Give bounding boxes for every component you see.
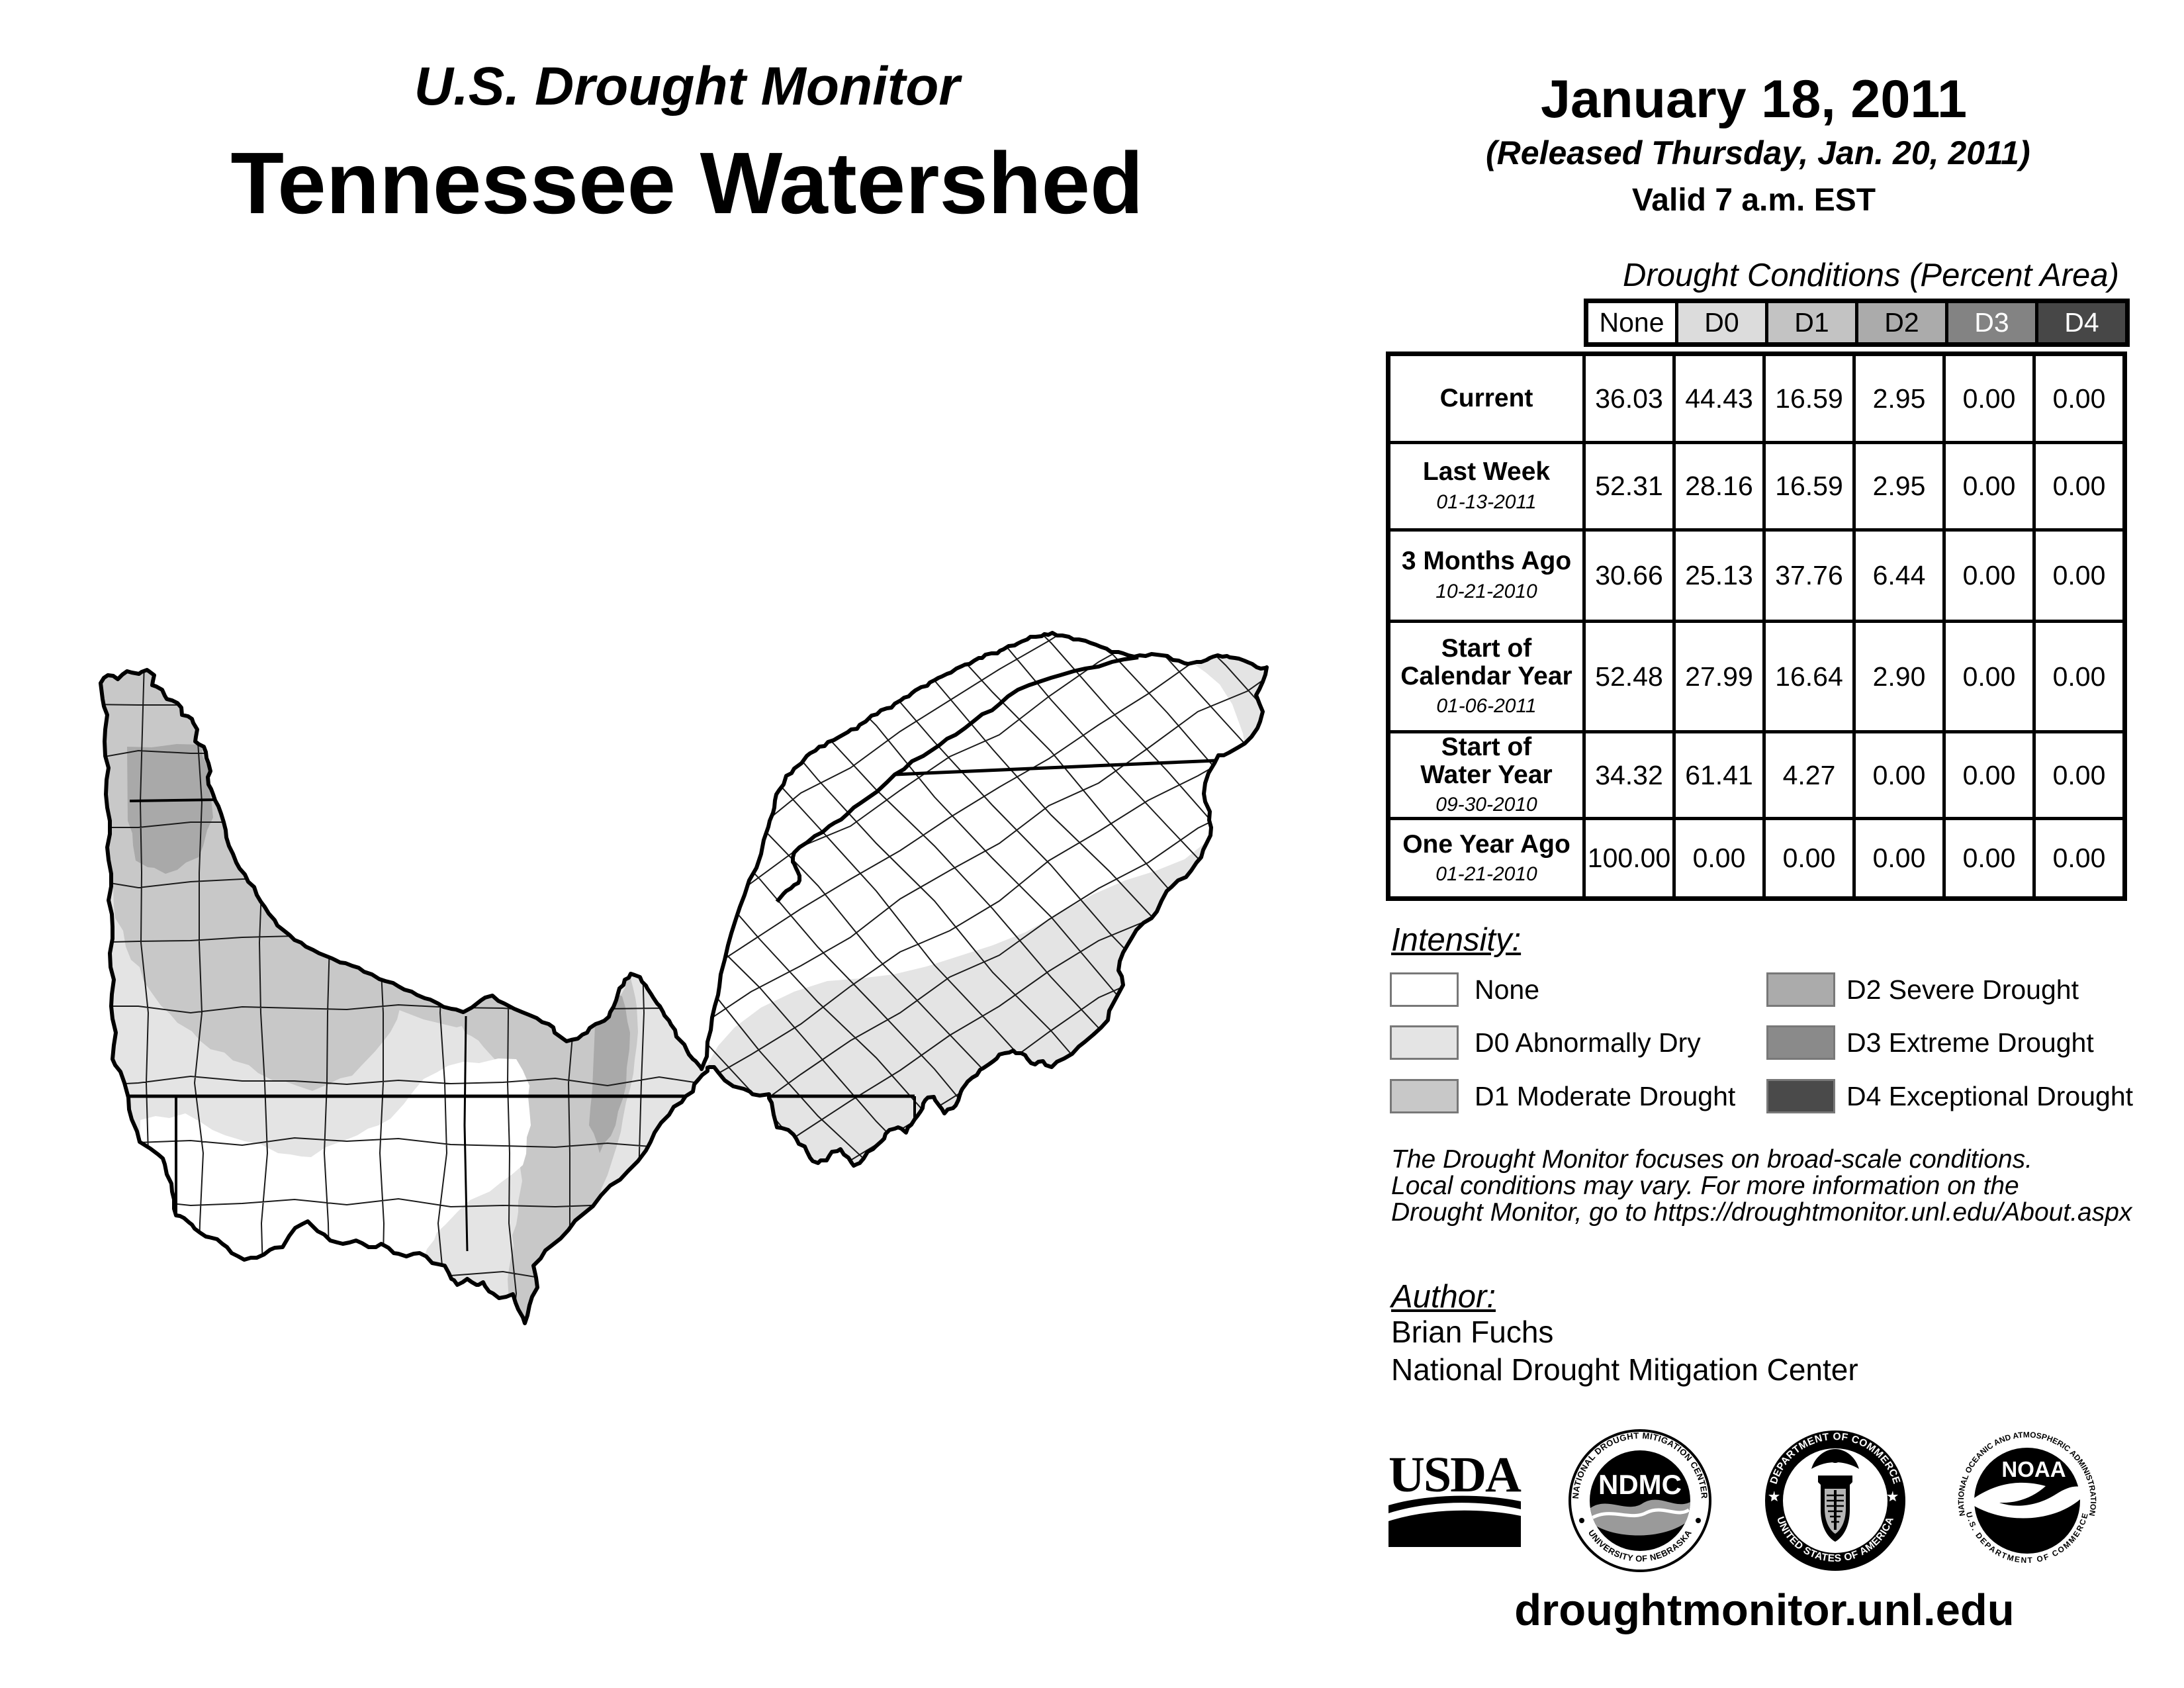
svg-text:NDMC: NDMC [1598,1469,1682,1500]
svg-text:NOAA: NOAA [2001,1457,2066,1481]
svg-text:USDA: USDA [1388,1447,1522,1503]
